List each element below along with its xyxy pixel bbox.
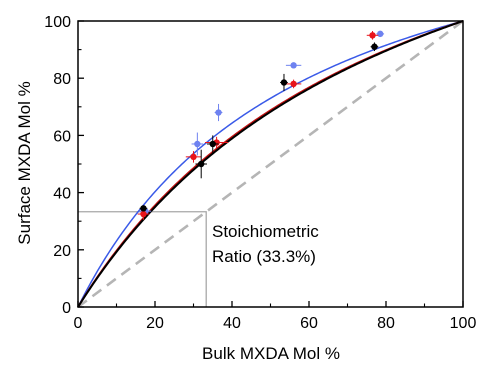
point-marker bbox=[140, 210, 147, 218]
data-point bbox=[366, 31, 379, 40]
y-tick-label: 40 bbox=[53, 186, 71, 203]
y-tick-label: 100 bbox=[44, 14, 71, 31]
data-point bbox=[205, 136, 229, 149]
point-marker bbox=[140, 205, 147, 212]
data-point bbox=[285, 79, 302, 89]
y-tick-label: 20 bbox=[53, 243, 71, 260]
point-marker bbox=[290, 62, 297, 69]
stoichiometric-guide-line bbox=[78, 211, 207, 307]
point-marker bbox=[369, 32, 376, 39]
point-marker bbox=[377, 30, 384, 38]
x-tick-label: 100 bbox=[450, 315, 477, 332]
y-tick-label: 60 bbox=[53, 128, 71, 145]
data-point bbox=[191, 132, 204, 156]
data-points bbox=[137, 30, 385, 220]
x-tick-label: 80 bbox=[377, 315, 395, 332]
x-axis-title: Bulk MXDA Mol % bbox=[202, 344, 340, 363]
guide-layer bbox=[77, 19, 464, 309]
data-point bbox=[139, 205, 148, 212]
data-point bbox=[370, 42, 379, 52]
point-marker bbox=[371, 43, 378, 50]
point-marker bbox=[198, 160, 205, 168]
x-tick-label: 40 bbox=[223, 315, 241, 332]
data-point bbox=[285, 62, 302, 69]
data-point bbox=[280, 73, 288, 92]
point-marker bbox=[190, 153, 197, 161]
data-point bbox=[376, 30, 385, 38]
y-tick-label: 80 bbox=[53, 71, 71, 88]
point-marker bbox=[209, 140, 216, 148]
data-point bbox=[185, 151, 202, 163]
axes bbox=[77, 20, 464, 308]
reference-diagonal-line bbox=[77, 19, 464, 309]
y-tick-label: 0 bbox=[62, 300, 71, 317]
data-point bbox=[195, 149, 207, 179]
fit-curve bbox=[77, 20, 464, 308]
y-axis-title: Surface MXDA Mol % bbox=[15, 81, 34, 244]
annotation-line-2: Ratio (33.3%) bbox=[212, 247, 316, 266]
point-marker bbox=[215, 109, 222, 116]
data-point bbox=[206, 135, 219, 153]
annotation-line-1: Stoichiometric bbox=[212, 222, 319, 241]
point-marker bbox=[290, 80, 297, 88]
x-tick-label: 0 bbox=[74, 315, 83, 332]
tick-labels: 0 20 40 60 80 100 0 20 40 60 80 100 bbox=[44, 14, 476, 332]
data-point bbox=[214, 103, 223, 122]
x-tick-label: 60 bbox=[300, 315, 318, 332]
point-marker bbox=[280, 79, 288, 86]
point-marker bbox=[194, 140, 201, 148]
x-tick-label: 20 bbox=[146, 315, 164, 332]
